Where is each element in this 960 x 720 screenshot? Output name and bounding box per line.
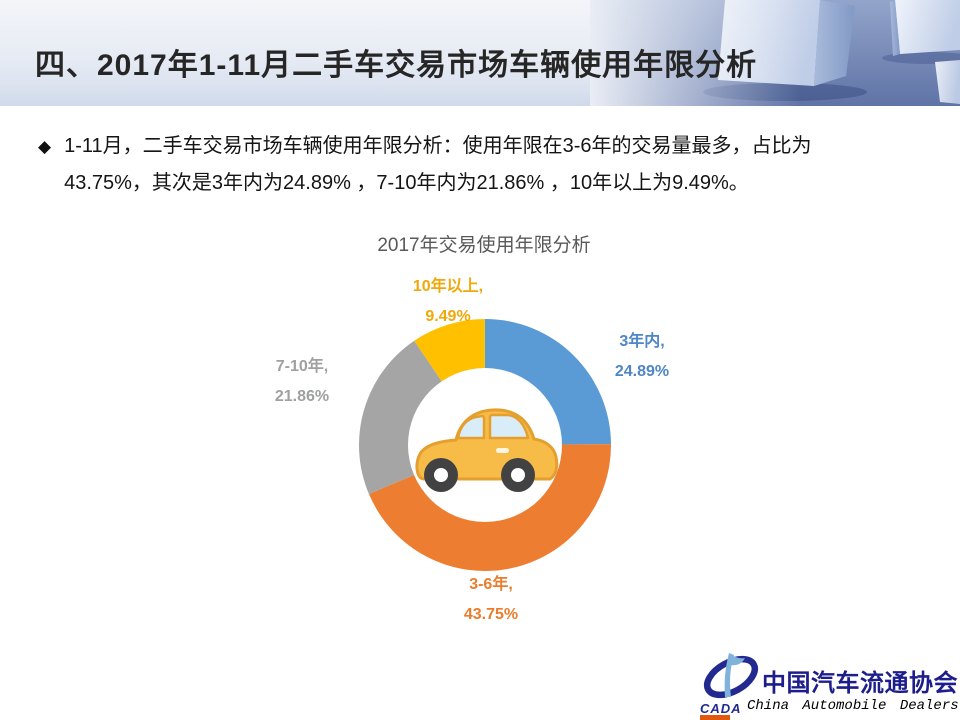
bullet-text: 1-11月，二手车交易市场车辆使用年限分析：使用年限在3-6年的交易量最多，占比… [64,128,811,202]
header-3d-boxes-image [590,0,960,106]
chart-title: 2017年交易使用年限分析 [377,235,591,256]
cada-acronym: CADA [700,701,742,716]
logo-name-chinese: 中国汽车流通协会 [762,671,958,697]
logo-name-english: China Automobile Dealers [747,698,959,714]
slide-header: 四、2017年1-11月二手车交易市场车辆使用年限分析 [0,0,960,106]
bullet-paragraph: ◆ 1-11月，二手车交易市场车辆使用年限分析：使用年限在3-6年的交易量最多，… [38,128,812,202]
bullet-line-1: 1-11月，二手车交易市场车辆使用年限分析：使用年限在3-6年的交易量最多，占比… [64,135,812,157]
logo-underline [700,715,730,720]
bullet-diamond-icon: ◆ [38,137,52,156]
donut-chart-svg [359,319,612,571]
donut-label-7-10年: 7-10年, 21.86% [274,358,330,405]
cada-emblem-icon: CADA [700,653,759,716]
slide-title: 四、2017年1-11月二手车交易市场车辆使用年限分析 [35,49,758,82]
bullet-line-2: 43.75%，其次是3年内为24.89% ，7-10年内为21.86% ，10年… [64,172,749,194]
car-icon [415,408,559,492]
